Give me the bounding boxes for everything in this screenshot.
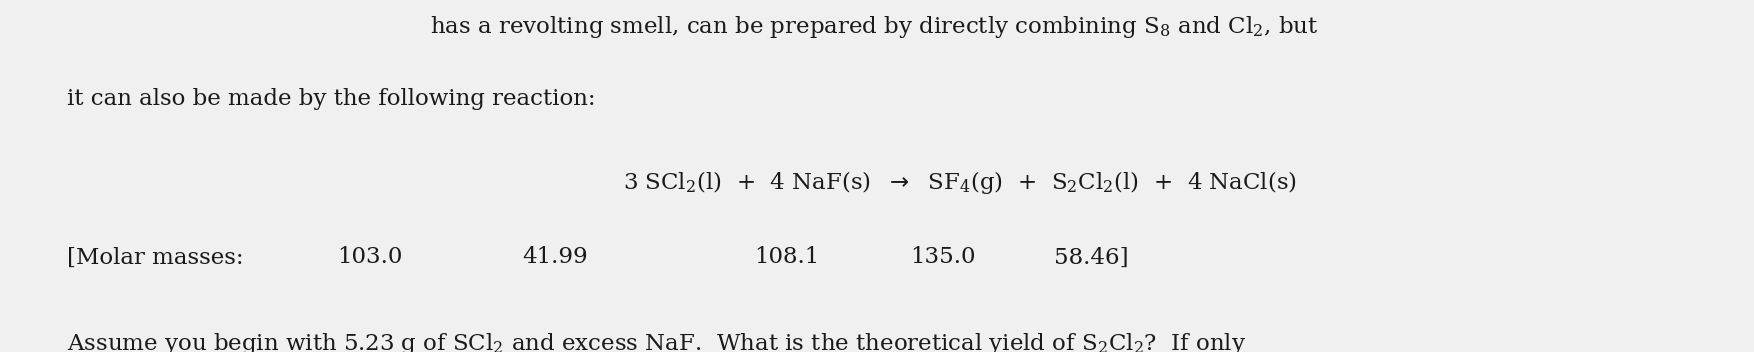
Text: it can also be made by the following reaction:: it can also be made by the following rea…	[67, 88, 595, 110]
Text: 3 $\mathregular{SCl_2}$(l)  +  4 NaF(s)  $\rightarrow$  $\mathregular{SF_4}$(g) : 3 $\mathregular{SCl_2}$(l) + 4 NaF(s) $\…	[623, 169, 1296, 196]
Text: 103.0: 103.0	[337, 246, 402, 268]
Text: 108.1: 108.1	[754, 246, 819, 268]
Text: [Molar masses:: [Molar masses:	[67, 246, 244, 268]
Text: 135.0: 135.0	[910, 246, 975, 268]
Text: has a revolting smell, can be prepared by directly combining $\mathregular{S_8}$: has a revolting smell, can be prepared b…	[430, 14, 1317, 40]
Text: 58.46]: 58.46]	[1054, 246, 1130, 268]
Text: Assume you begin with 5.23 g of $\mathregular{SCl_2}$ and excess NaF.  What is t: Assume you begin with 5.23 g of $\mathre…	[67, 331, 1245, 352]
Text: 41.99: 41.99	[523, 246, 588, 268]
